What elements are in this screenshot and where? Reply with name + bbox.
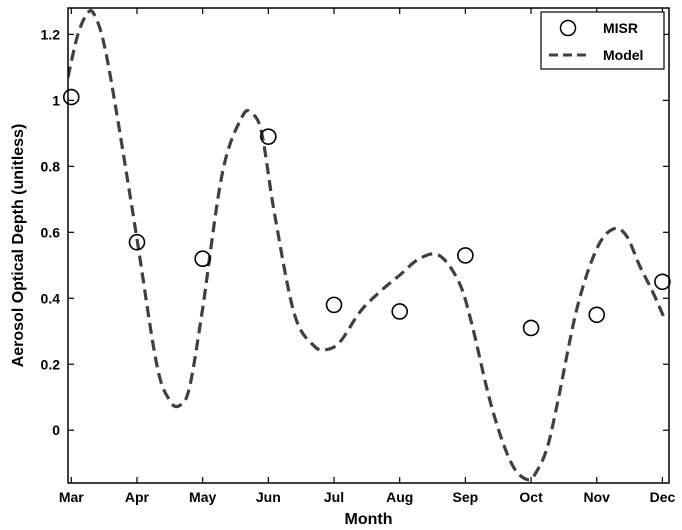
tick-labels: Mar Apr May Jun Jul Aug Sep Oct Nov Dec 0 0.2 0.4 0.6… bbox=[41, 26, 676, 505]
ticks bbox=[68, 8, 669, 483]
x-tick-label: Jun bbox=[256, 489, 281, 505]
misr-point bbox=[588, 306, 606, 324]
misr-point bbox=[260, 128, 277, 145]
misr-point bbox=[457, 247, 474, 264]
y-axis-title: Aerosol Optical Depth (unitless) bbox=[10, 124, 27, 368]
x-tick-label: Sep bbox=[453, 489, 479, 505]
y-tick-label: 0.8 bbox=[41, 158, 61, 174]
y-tick-label: 1.2 bbox=[41, 26, 61, 42]
y-tick-label: 0.6 bbox=[41, 224, 61, 240]
x-tick-label: Oct bbox=[519, 489, 543, 505]
misr-point bbox=[391, 303, 408, 320]
series-layer bbox=[62, 8, 671, 482]
misr-point bbox=[128, 233, 146, 251]
x-axis-title: Month bbox=[345, 511, 393, 528]
y-tick-label: 1 bbox=[52, 92, 60, 108]
plot-frame bbox=[67, 7, 670, 484]
legend: MISR Model bbox=[540, 11, 665, 70]
y-tick-label: 0.4 bbox=[41, 290, 61, 306]
y-tick-label: 0 bbox=[52, 422, 60, 438]
legend-label-misr: MISR bbox=[603, 20, 638, 36]
legend-box bbox=[540, 11, 665, 70]
x-tick-label: Nov bbox=[584, 489, 611, 505]
misr-point bbox=[654, 273, 671, 291]
misr-point bbox=[194, 250, 211, 267]
x-tick-label: Aug bbox=[386, 489, 413, 505]
x-tick-label: Apr bbox=[125, 489, 150, 505]
x-tick-label: May bbox=[189, 489, 216, 505]
misr-point bbox=[522, 319, 540, 337]
misr-point bbox=[62, 88, 80, 106]
x-tick-label: Mar bbox=[59, 489, 84, 505]
legend-label-model: Model bbox=[603, 47, 643, 63]
legend-marker-misr bbox=[559, 19, 577, 37]
misr-point bbox=[325, 296, 343, 314]
model-curve bbox=[68, 8, 668, 482]
x-tick-label: Jul bbox=[324, 489, 344, 505]
y-tick-label: 0.2 bbox=[41, 356, 61, 372]
x-tick-label: Dec bbox=[650, 489, 676, 505]
